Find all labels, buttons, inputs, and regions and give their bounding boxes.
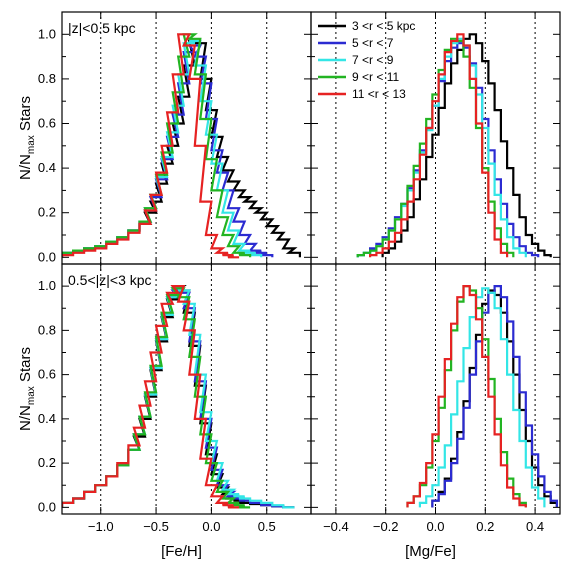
y-tick-label-tl-0: 0.0 xyxy=(38,249,56,264)
x-tick-label-br-4: 0.4 xyxy=(526,519,544,534)
histogram-bl-series-2 xyxy=(62,287,295,509)
y-tick-label-bl-0: 0.0 xyxy=(38,499,56,514)
legend-label-0: 3 <r < 5 kpc xyxy=(352,19,415,33)
legend-label-4: 11 <r < 13 xyxy=(352,87,406,101)
series-group-bl xyxy=(62,285,295,509)
x-tick-label-bl-2: 0.0 xyxy=(202,519,220,534)
x-axis-titles: [Fe/H] [Mg/Fe] xyxy=(161,543,456,560)
histogram-bl-series-4 xyxy=(62,285,240,509)
x-tick-label-br-2: 0.0 xyxy=(426,519,444,534)
series-group-tl xyxy=(62,33,301,259)
y-axis-title-tl: N/Nmax Stars xyxy=(17,96,37,180)
y-tick-label-tl-3: 0.6 xyxy=(38,116,56,131)
y-tick-label-tl-1: 0.2 xyxy=(38,205,56,220)
y-tick-label-bl-2: 0.4 xyxy=(38,411,56,426)
x-tick-label-br-1: −0.2 xyxy=(373,519,399,534)
y-axis-title-bl: N/Nmax Stars xyxy=(17,347,37,431)
panels: 0.00.20.40.60.81.0 |z|<0.5 kpc0.00.20.40.… xyxy=(38,11,561,534)
panel-bl: 0.0 0.2 0.4 0.6 0.8 1.0 −1.0 −0.5 0.0 0.5 0.5<|z|<… xyxy=(38,263,312,534)
histogram-tr-series-4 xyxy=(369,33,509,258)
series-group-br xyxy=(406,285,558,508)
x-tick-label-br-0: −0.4 xyxy=(323,519,349,534)
y-tick-label-bl-4: 0.8 xyxy=(38,322,56,337)
histogram-tl-series-4 xyxy=(62,33,240,259)
annotation-bl: 0.5<|z|<3 kpc xyxy=(68,272,152,288)
y-tick-label-bl-1: 0.2 xyxy=(38,455,56,470)
histogram-bl-series-0 xyxy=(62,285,295,509)
x-axis-title-feh: [Fe/H] xyxy=(161,543,202,560)
legend-label-3: 9 <r < 11 xyxy=(352,70,399,84)
y-tick-label-bl-5: 1.0 xyxy=(38,278,56,293)
x-tick-label-br-3: 0.2 xyxy=(476,519,494,534)
y-axis-titles: N/Nmax Stars N/Nmax Stars xyxy=(17,96,37,431)
y-tick-label-bl-3: 0.6 xyxy=(38,367,56,382)
histogram-bl-series-1 xyxy=(62,289,295,509)
x-tick-label-bl-1: −0.5 xyxy=(143,519,169,534)
panel-tl: 0.0 0.2 0.4 0.6 0.8 1.0 |z|<0.5 kpc xyxy=(38,11,312,265)
annotation-tl: |z|<0.5 kpc xyxy=(68,20,136,36)
series-group-tr xyxy=(356,33,552,258)
x-axis-title-mgfe: [Mg/Fe] xyxy=(405,543,456,560)
legend-label-1: 5 <r < 7 xyxy=(352,36,394,50)
histogram-br-series-2 xyxy=(418,287,546,508)
legend: 3 <r < 5 kpc 5 <r < 7 7 <r < 9 9 <r < 11 11 … xyxy=(318,19,415,101)
y-tick-label-tl-4: 0.8 xyxy=(38,71,56,86)
histogram-br-series-1 xyxy=(431,285,558,508)
histogram-tr-series-0 xyxy=(381,33,552,258)
y-tick-label-tl-5: 1.0 xyxy=(38,26,56,41)
histogram-br-series-4 xyxy=(406,285,527,508)
legend-label-2: 7 <r < 9 xyxy=(352,53,394,67)
x-tick-label-bl-0: −1.0 xyxy=(88,519,114,534)
panel-br: −0.4 −0.2 0.0 0.2 0.4 xyxy=(310,263,561,534)
x-tick-label-bl-3: 0.5 xyxy=(258,519,276,534)
y-tick-label-tl-2: 0.4 xyxy=(38,160,56,175)
histogram-tl-series-3 xyxy=(62,33,252,258)
panel-tr xyxy=(310,11,561,265)
